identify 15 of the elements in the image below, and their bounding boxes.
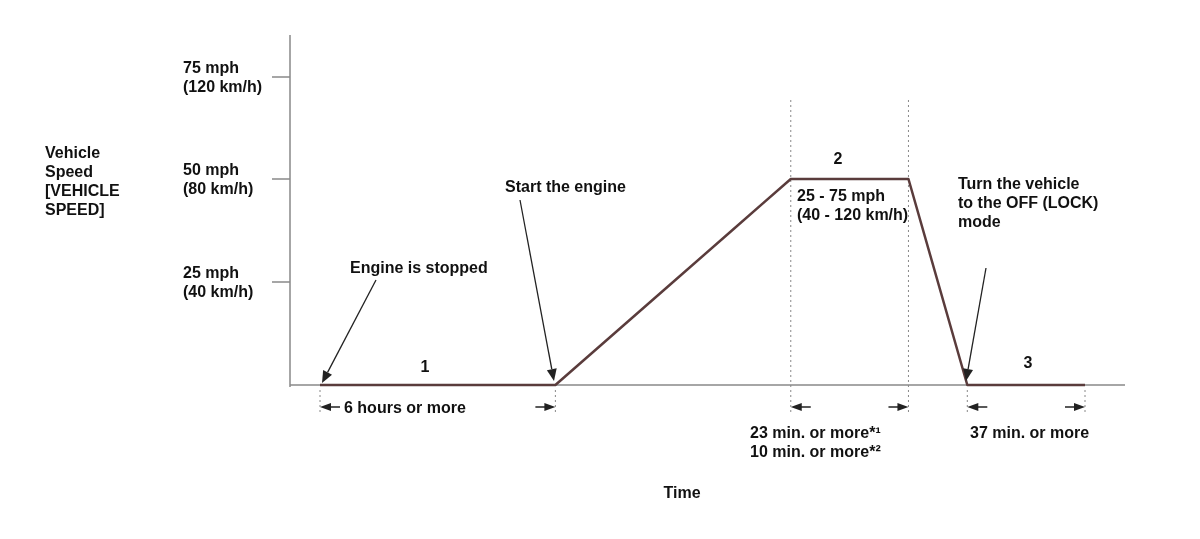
text: 50 mph (80 km/h)	[183, 161, 254, 197]
text: 25 mph (40 km/h)	[183, 264, 254, 300]
annotation: Start the engine	[505, 178, 627, 195]
text: 23 min. or more*¹ 10 min. or more*²	[750, 424, 881, 460]
text: 37 min. or more	[970, 424, 1090, 441]
text: 6 hours or more	[344, 399, 466, 416]
annotation: Engine is stopped	[350, 259, 488, 276]
text: 75 mph (120 km/h)	[183, 59, 263, 95]
annotation: 3	[1023, 354, 1033, 371]
text: Time	[663, 484, 701, 501]
text: Vehicle Speed [VEHICLE SPEED]	[45, 144, 120, 218]
text: 2	[833, 150, 843, 167]
annotation: Turn the vehicle to the OFF (LOCK) mode	[958, 175, 1099, 230]
annotation: 1	[420, 358, 430, 375]
annotation: 25 - 75 mph (40 - 120 km/h)	[797, 187, 909, 223]
